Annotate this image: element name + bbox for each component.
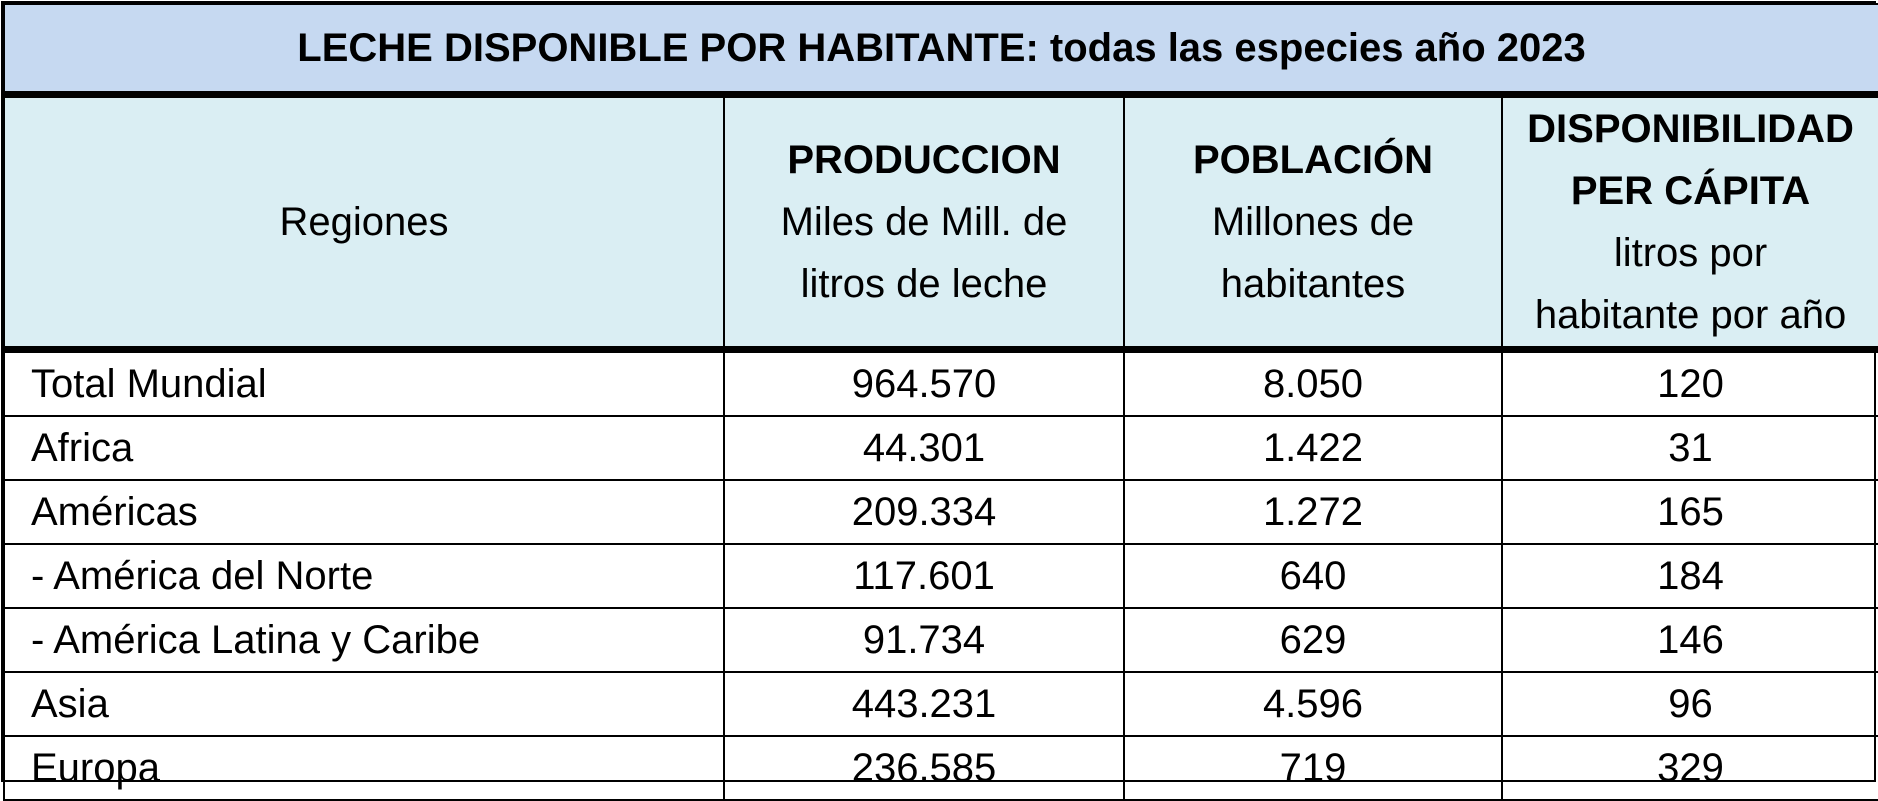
cell-population: 4.596 [1123,671,1503,737]
cell-population: 1.422 [1123,415,1503,481]
cell-per-capita: 184 [1500,543,1878,609]
header-production: PRODUCCION Miles de Mill. de litros de l… [723,93,1125,353]
table-title: LECHE DISPONIBLE POR HABITANTE: todas la… [2,3,1878,98]
cell-production: 117.601 [723,543,1125,609]
cell-production: 44.301 [723,415,1125,481]
header-population-title: POBLACIÓN [1193,138,1433,182]
cell-population: 629 [1123,607,1503,673]
table-row: Total Mundial 964.570 8.050 120 [3,348,1878,417]
header-availability-sub1: litros por [1613,231,1768,275]
cell-region: Europa [3,735,725,801]
header-availability-title1: DISPONIBILIDAD [1527,107,1854,151]
cell-per-capita: 146 [1500,607,1878,673]
header-availability: DISPONIBILIDAD PER CÁPITA litros por hab… [1500,93,1878,353]
cell-per-capita: 165 [1500,479,1878,545]
header-regions-label: Regiones [279,200,449,244]
cell-per-capita: 96 [1500,671,1878,737]
header-availability-sub2: habitante por año [1534,293,1847,337]
cell-region: Total Mundial [3,348,725,417]
cell-region: Américas [3,479,725,545]
cell-per-capita: 31 [1500,415,1878,481]
table-row: Asia 443.231 4.596 96 [3,671,1878,737]
table-row: Américas 209.334 1.272 165 [3,479,1878,545]
cell-region: Asia [3,671,725,737]
cell-region: - América Latina y Caribe [3,607,725,673]
header-population: POBLACIÓN Millones de habitantes [1123,93,1503,353]
cell-population: 1.272 [1123,479,1503,545]
cell-production: 91.734 [723,607,1125,673]
cell-production: 964.570 [723,348,1125,417]
table-row: Africa 44.301 1.422 31 [3,415,1878,481]
cell-region: - América del Norte [3,543,725,609]
header-population-sub2: habitantes [1220,262,1406,306]
header-production-sub1: Miles de Mill. de [780,200,1068,244]
cell-production: 236.585 [723,735,1125,801]
cell-per-capita: 120 [1500,348,1878,417]
cell-production: 209.334 [723,479,1125,545]
cell-population: 719 [1123,735,1503,801]
cell-per-capita: 329 [1500,735,1878,801]
table-row: - América del Norte 117.601 640 184 [3,543,1878,609]
header-regions: Regiones [3,93,725,353]
table-row: - América Latina y Caribe 91.734 629 146 [3,607,1878,673]
table-row: Europa 236.585 719 329 [3,735,1878,801]
cell-population: 8.050 [1123,348,1503,417]
cell-population: 640 [1123,543,1503,609]
header-production-sub2: litros de leche [800,262,1048,306]
header-production-title: PRODUCCION [787,138,1061,182]
milk-availability-table: LECHE DISPONIBLE POR HABITANTE: todas la… [2,3,1878,801]
cell-production: 443.231 [723,671,1125,737]
header-availability-title2: PER CÁPITA [1570,169,1811,213]
cell-region: Africa [3,415,725,481]
header-population-sub1: Millones de [1211,200,1415,244]
